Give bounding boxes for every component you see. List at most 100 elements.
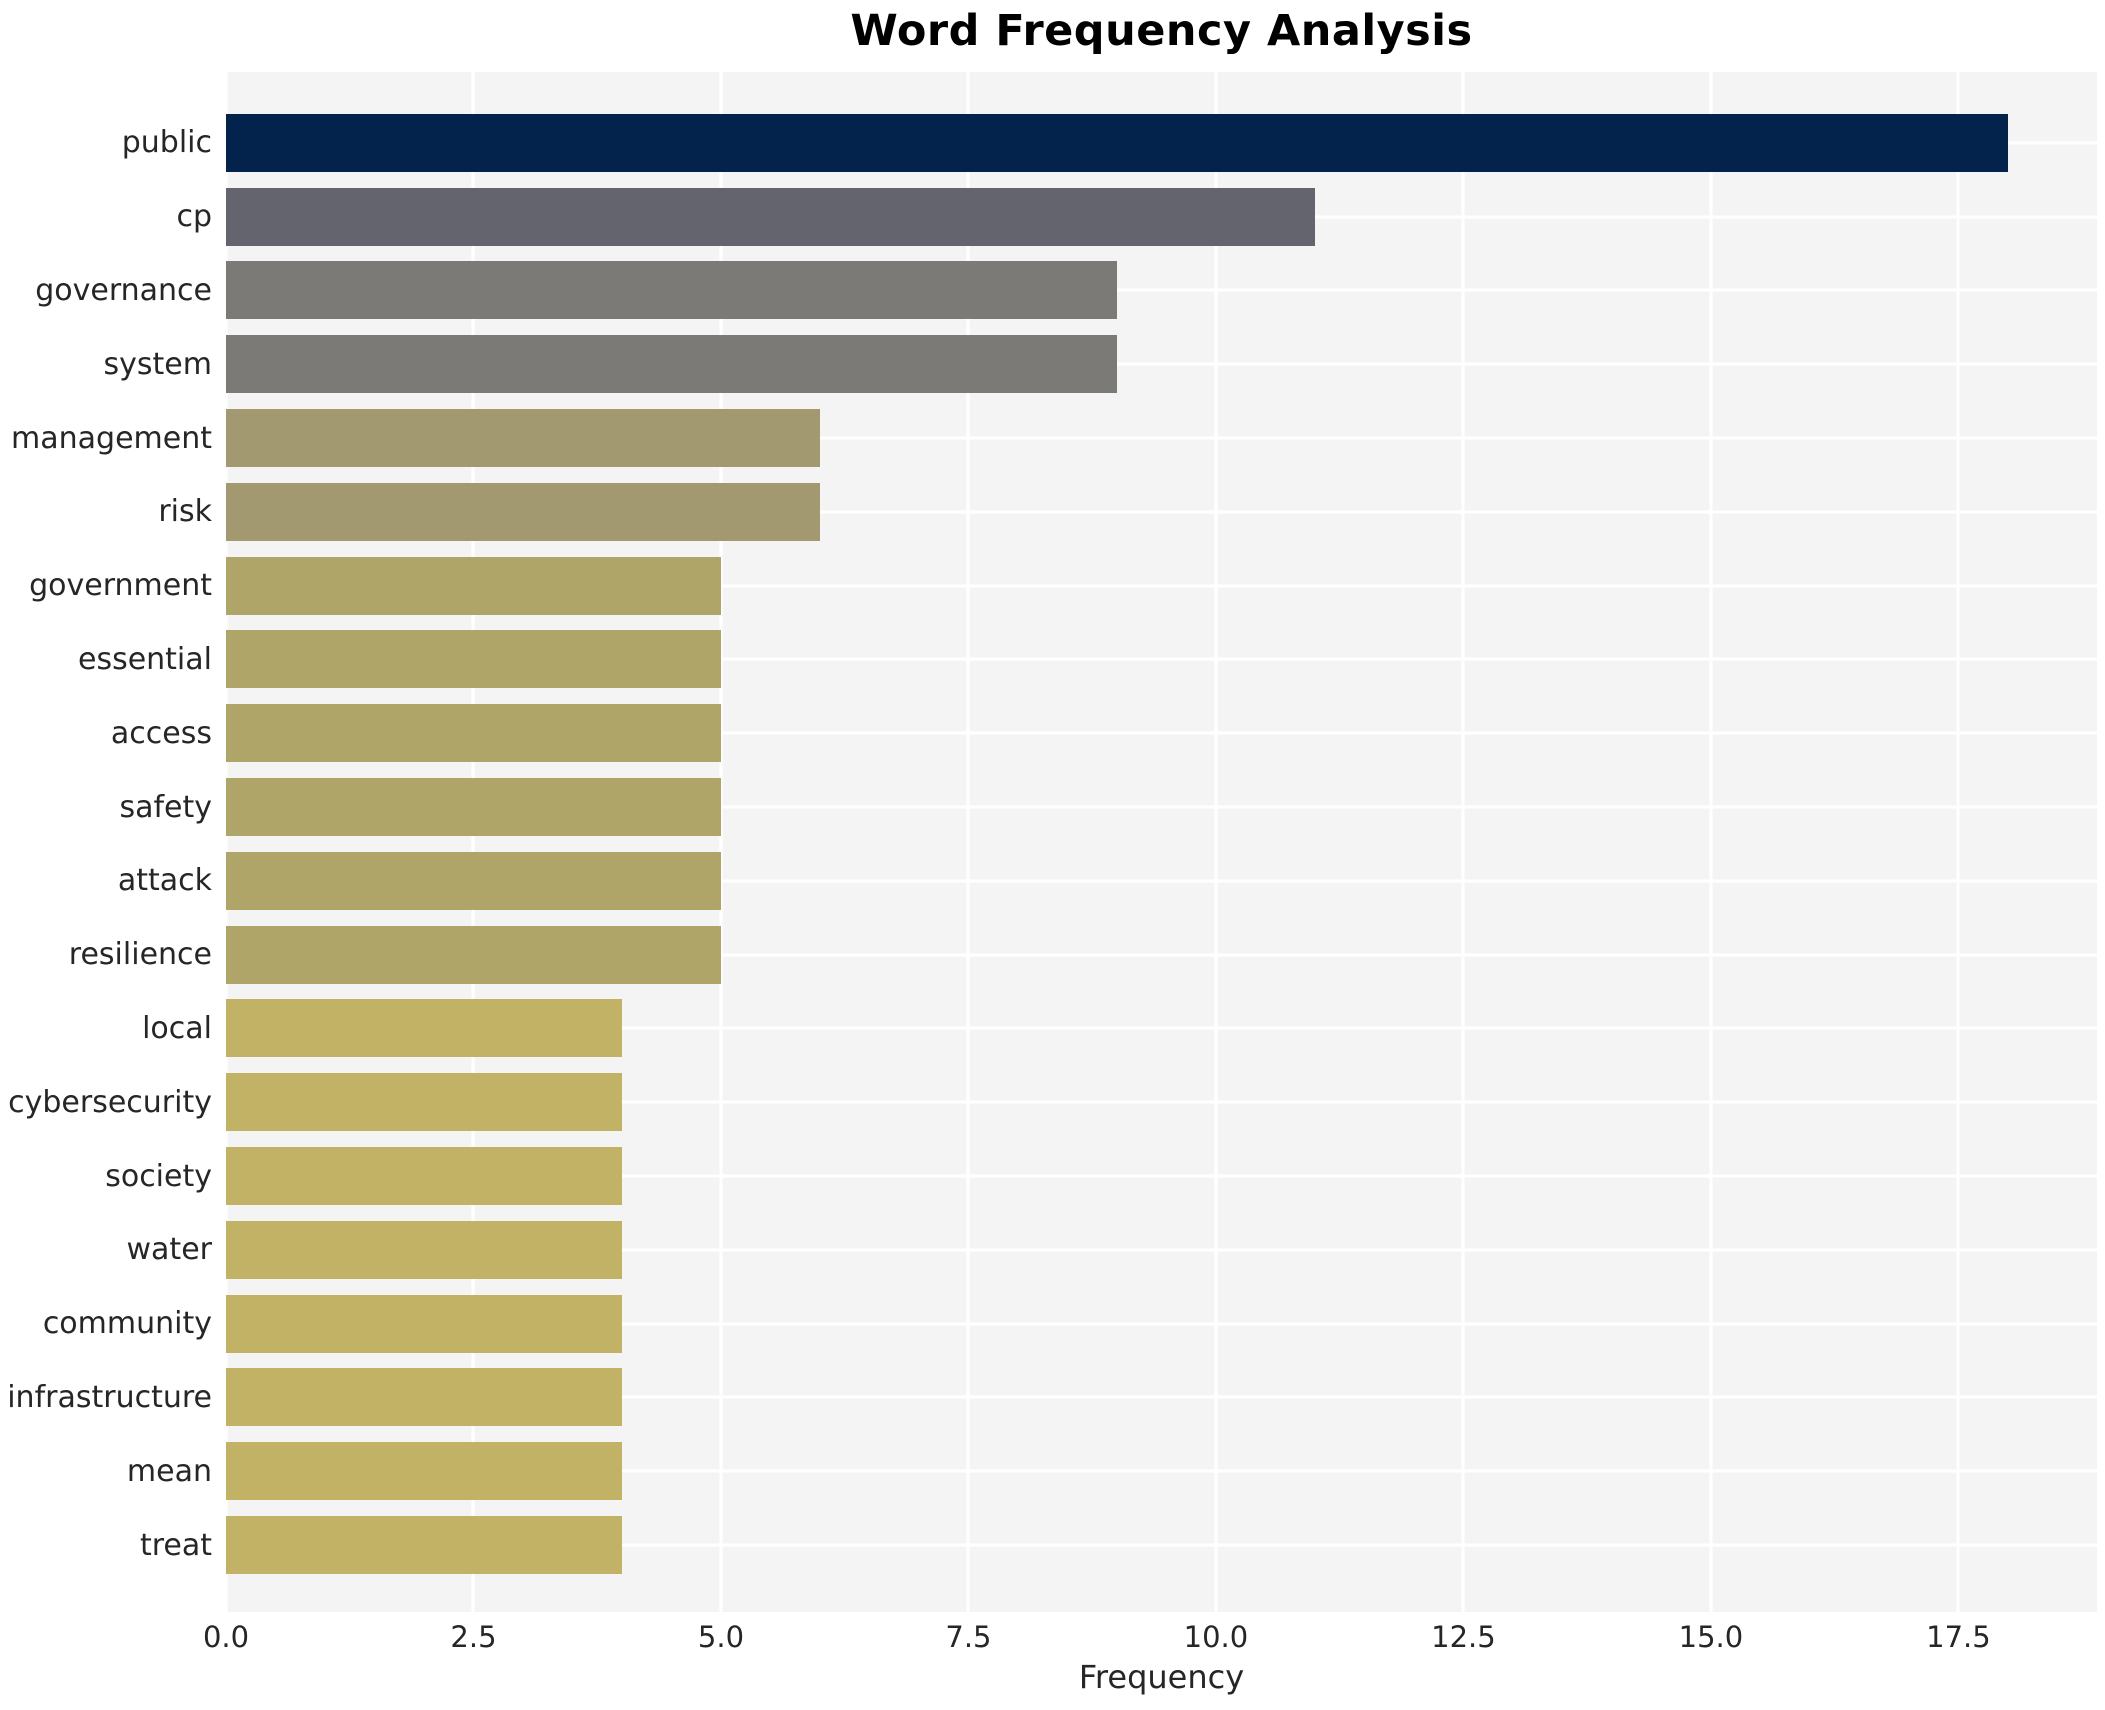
- category-label-essential: essential: [77, 641, 212, 677]
- bar-row-cybersecurity: cybersecurity: [0, 1065, 2105, 1139]
- bar-track: [226, 106, 2097, 180]
- bar-treat: [226, 1516, 622, 1575]
- bar-row-infrastructure: infrastructure: [0, 1361, 2105, 1435]
- bar-row-society: society: [0, 1139, 2105, 1213]
- vertical-gridline: [966, 72, 970, 1612]
- bar-row-essential: essential: [0, 623, 2105, 697]
- bar-system: [226, 335, 1117, 394]
- bar-risk: [226, 482, 820, 541]
- bar-track: [226, 475, 2097, 549]
- vertical-gridline: [1214, 72, 1218, 1612]
- category-label-management: management: [11, 420, 212, 456]
- category-label-resilience: resilience: [68, 937, 212, 973]
- horizontal-gridline: [226, 1469, 2097, 1473]
- bar-essential: [226, 630, 721, 689]
- vertical-gridline: [1709, 72, 1713, 1612]
- plot-area: [224, 72, 2097, 1612]
- category-label-society: society: [105, 1158, 212, 1194]
- bar-row-attack: attack: [0, 844, 2105, 918]
- bar-row-local: local: [0, 992, 2105, 1066]
- bar-public: [226, 113, 2008, 172]
- bar-track: [226, 992, 2097, 1066]
- category-label-mean: mean: [126, 1453, 212, 1489]
- bar-safety: [226, 778, 721, 837]
- bar-rows: public cp governance system management risk go…: [0, 72, 2105, 1612]
- bar-row-government: government: [0, 549, 2105, 623]
- category-label-water: water: [126, 1232, 212, 1268]
- bar-track: [226, 1213, 2097, 1287]
- bar-community: [226, 1294, 622, 1353]
- x-tick-17.5: 17.5: [1926, 1620, 1991, 1654]
- category-label-attack: attack: [117, 863, 212, 899]
- bar-cp: [226, 187, 1315, 246]
- x-tick-0.0: 0.0: [202, 1620, 250, 1654]
- bar-row-public: public: [0, 106, 2105, 180]
- horizontal-gridline: [226, 1322, 2097, 1326]
- bar-track: [226, 401, 2097, 475]
- bar-society: [226, 1147, 622, 1206]
- bar-management: [226, 409, 820, 468]
- horizontal-gridline: [226, 1395, 2097, 1399]
- category-label-risk: risk: [158, 494, 212, 530]
- category-label-local: local: [142, 1010, 212, 1046]
- horizontal-gridline: [226, 1248, 2097, 1252]
- horizontal-gridline: [226, 584, 2097, 588]
- horizontal-gridline: [226, 288, 2097, 292]
- x-tick-2.5: 2.5: [450, 1620, 497, 1654]
- bar-access: [226, 704, 721, 763]
- horizontal-gridline: [226, 879, 2097, 883]
- category-label-access: access: [110, 715, 212, 751]
- bar-track: [226, 1287, 2097, 1361]
- horizontal-gridline: [226, 436, 2097, 440]
- category-label-infrastructure: infrastructure: [7, 1379, 212, 1415]
- bar-track: [226, 327, 2097, 401]
- vertical-gridline: [719, 72, 723, 1612]
- category-label-safety: safety: [119, 789, 212, 825]
- category-label-governance: governance: [35, 272, 212, 308]
- vertical-gridline: [1956, 72, 1960, 1612]
- bar-track: [226, 1361, 2097, 1435]
- bar-track: [226, 623, 2097, 697]
- bar-track: [226, 1065, 2097, 1139]
- bar-track: [226, 1434, 2097, 1508]
- bar-attack: [226, 851, 721, 910]
- category-label-treat: treat: [139, 1527, 212, 1563]
- bar-water: [226, 1220, 622, 1279]
- bar-row-water: water: [0, 1213, 2105, 1287]
- horizontal-gridline: [226, 805, 2097, 809]
- bar-track: [226, 549, 2097, 623]
- category-label-system: system: [103, 346, 212, 382]
- vertical-gridline: [471, 72, 475, 1612]
- x-tick-7.5: 7.5: [945, 1620, 992, 1654]
- bar-row-treat: treat: [0, 1508, 2105, 1582]
- horizontal-gridline: [226, 1026, 2097, 1030]
- bar-governance: [226, 261, 1117, 320]
- horizontal-gridline: [226, 362, 2097, 366]
- category-label-public: public: [121, 125, 212, 161]
- chart-title: Word Frequency Analysis: [850, 6, 1473, 56]
- horizontal-gridline: [226, 953, 2097, 957]
- horizontal-gridline: [226, 731, 2097, 735]
- bar-cybersecurity: [226, 1073, 622, 1132]
- bar-track: [226, 254, 2097, 328]
- bar-government: [226, 556, 721, 615]
- horizontal-gridline: [226, 657, 2097, 661]
- x-tick-12.5: 12.5: [1431, 1620, 1496, 1654]
- horizontal-gridline: [226, 1543, 2097, 1547]
- bar-track: [226, 1508, 2097, 1582]
- bar-track: [226, 918, 2097, 992]
- category-label-cp: cp: [176, 199, 212, 235]
- category-label-government: government: [29, 568, 212, 604]
- bar-row-community: community: [0, 1287, 2105, 1361]
- bar-row-system: system: [0, 327, 2105, 401]
- horizontal-gridline: [226, 1174, 2097, 1178]
- bar-track: [226, 1139, 2097, 1213]
- bar-track: [226, 770, 2097, 844]
- x-axis-ticks: 0.0 2.5 5.0 7.5 10.0 12.5 15.0 17.5: [203, 1620, 2097, 1660]
- bar-track: [226, 180, 2097, 254]
- category-label-cybersecurity: cybersecurity: [8, 1084, 212, 1120]
- x-axis-label: Frequency: [1078, 1658, 1245, 1696]
- bar-local: [226, 999, 622, 1058]
- bar-resilience: [226, 925, 721, 984]
- bar-row-mean: mean: [0, 1434, 2105, 1508]
